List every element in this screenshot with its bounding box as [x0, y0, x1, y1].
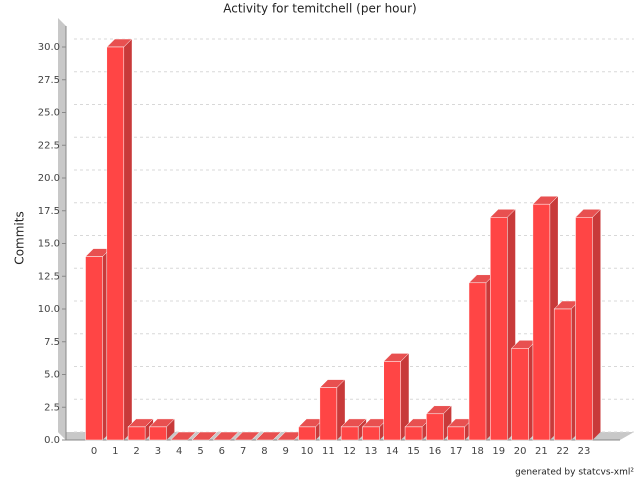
y-tick-label: 7.5	[44, 337, 60, 348]
bar	[447, 426, 465, 441]
y-axis-label: Commits	[13, 211, 27, 264]
bar-side	[592, 209, 601, 440]
x-tick-label: 8	[261, 446, 267, 457]
x-tick-label: 17	[450, 446, 463, 457]
bar	[149, 426, 167, 441]
x-tick-label: 4	[176, 446, 182, 457]
x-tick-label: 18	[471, 446, 484, 457]
y-tick-label: 5.0	[44, 370, 60, 381]
bar-side	[400, 353, 409, 440]
bar	[511, 348, 529, 441]
x-tick-label: 9	[283, 446, 289, 457]
y-tick-label: 27.5	[38, 75, 60, 86]
left-wall	[58, 18, 66, 440]
y-tick-label: 25.0	[38, 108, 60, 119]
bar-side	[358, 418, 367, 440]
x-tick-label: 3	[155, 446, 161, 457]
bar	[298, 426, 316, 441]
bar	[575, 217, 593, 441]
x-tick-label: 6	[219, 446, 225, 457]
x-tick-label: 13	[365, 446, 378, 457]
bar-top	[234, 431, 261, 441]
x-tick-label: 19	[492, 446, 505, 457]
bar-side	[145, 418, 154, 440]
bar	[490, 217, 508, 441]
x-tick-label: 20	[514, 446, 527, 457]
bar-top	[255, 431, 282, 441]
bar	[106, 46, 125, 441]
y-tick-label: 10.0	[38, 304, 60, 315]
x-tick-label: 16	[429, 446, 442, 457]
y-tick-label: 12.5	[38, 271, 60, 282]
y-tick-label: 30.0	[38, 42, 60, 53]
bar-side	[123, 39, 132, 440]
bar	[319, 387, 338, 441]
bar	[404, 426, 423, 441]
y-tick-label: 22.5	[38, 140, 60, 151]
bar	[127, 426, 146, 441]
bar	[532, 203, 551, 441]
x-tick-label: 1	[112, 446, 118, 457]
bar	[85, 256, 103, 441]
x-tick-label: 11	[322, 446, 335, 457]
x-tick-label: 23	[578, 446, 591, 457]
y-tick-label: 2.5	[44, 402, 60, 413]
bar-top	[191, 431, 218, 441]
x-tick-label: 2	[133, 446, 139, 457]
bar	[340, 426, 359, 441]
y-tick-label: 0.0	[44, 435, 60, 446]
x-tick-label: 10	[301, 446, 314, 457]
y-tick-label: 20.0	[38, 173, 60, 184]
x-tick-label: 7	[240, 446, 246, 457]
bar	[426, 413, 444, 441]
bar-top	[212, 431, 239, 441]
x-tick-label: 0	[91, 446, 97, 457]
y-tick-label: 15.0	[38, 239, 60, 250]
y-tick-label: 17.5	[38, 206, 60, 217]
bar-side	[166, 418, 175, 440]
bar-top	[170, 431, 197, 441]
bar	[553, 308, 572, 441]
x-tick-label: 22	[556, 446, 569, 457]
footer: generated by statcvs-xml²	[515, 468, 634, 478]
bar	[362, 426, 380, 441]
bar	[468, 282, 487, 441]
bar	[383, 361, 402, 441]
chart-title: Activity for temitchell (per hour)	[223, 2, 417, 16]
x-tick-label: 12	[343, 446, 356, 457]
x-tick-label: 21	[535, 446, 548, 457]
x-tick-label: 14	[386, 446, 399, 457]
x-tick-label: 15	[407, 446, 420, 457]
x-tick-label: 5	[197, 446, 203, 457]
